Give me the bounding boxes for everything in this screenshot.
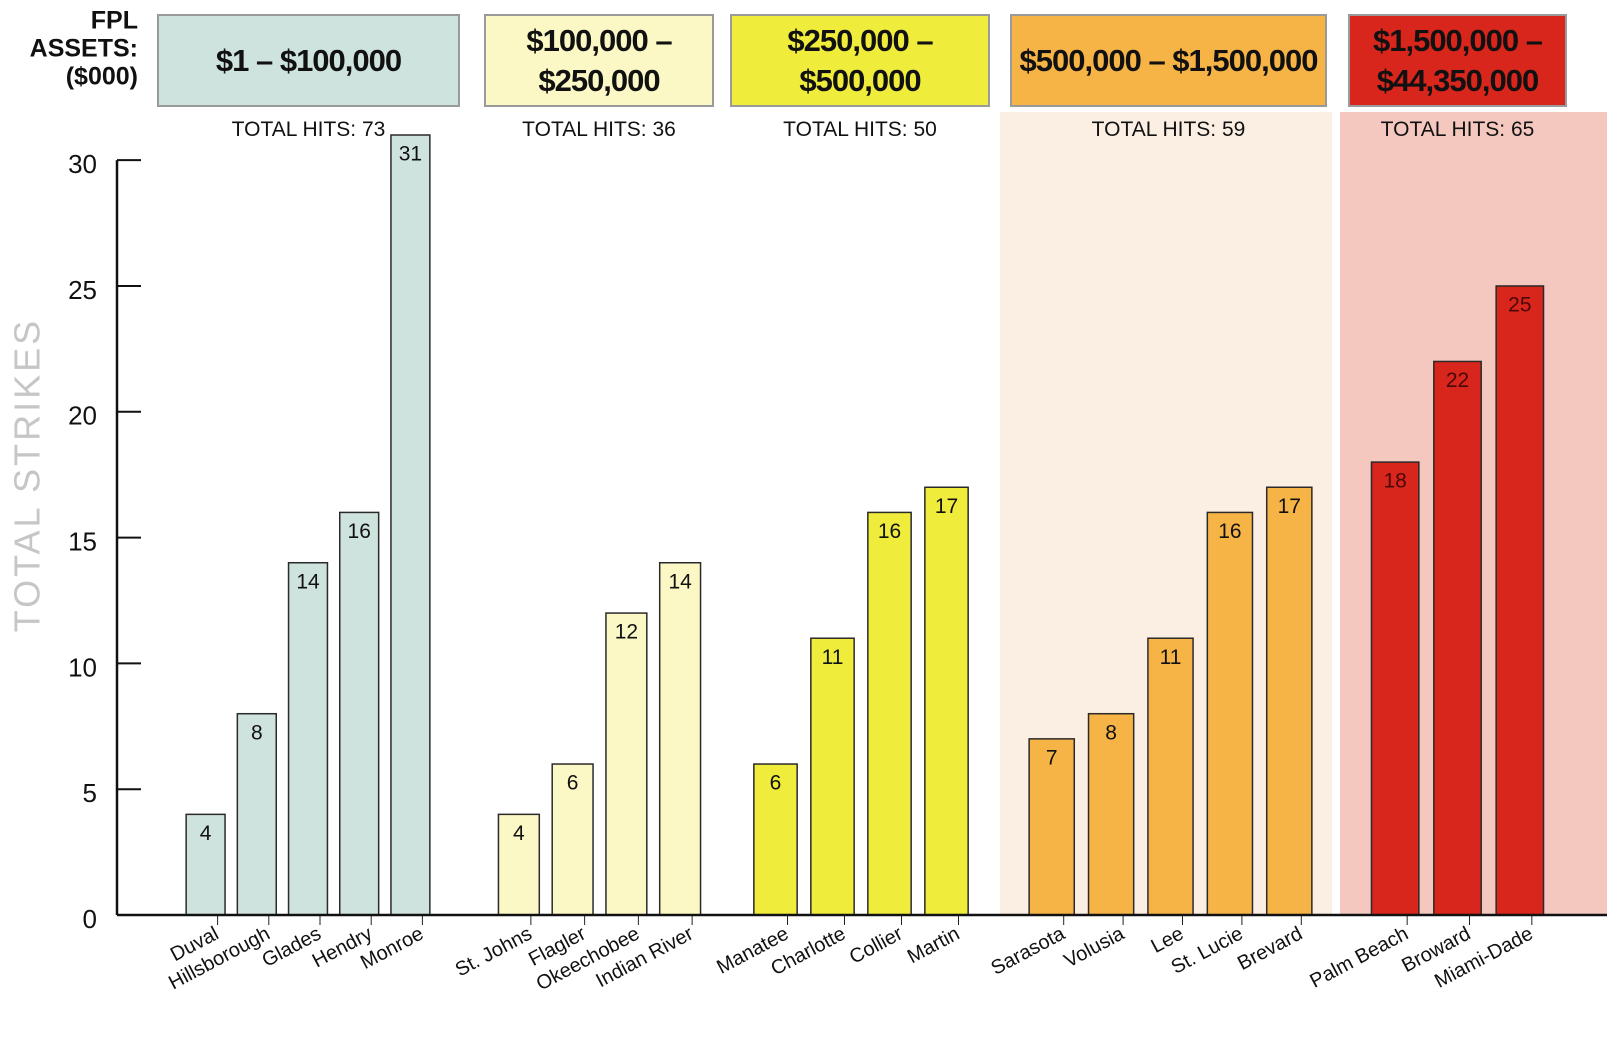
value-label: 18 xyxy=(1383,470,1406,493)
bar xyxy=(1265,486,1313,916)
x-tick-label: Volusia xyxy=(1061,922,1129,972)
bar xyxy=(1147,637,1194,916)
value-label: 6 xyxy=(567,772,579,795)
group-total: TOTAL HITS: 73 xyxy=(157,118,460,142)
y-tick-label: 10 xyxy=(68,652,97,682)
total-label: TOTAL HITS: xyxy=(522,118,647,141)
bar xyxy=(287,561,329,916)
group-header: $1,500,000 – $44,350,000 xyxy=(1348,14,1567,107)
group-total: TOTAL HITS: 59 xyxy=(1010,118,1327,142)
bar xyxy=(658,561,702,916)
y-tick-label: 30 xyxy=(68,149,97,179)
x-tick-label: Brevard xyxy=(1234,923,1306,975)
group-name: $100,000 – $250,000 xyxy=(526,22,672,98)
group-header: $1 – $100,000 xyxy=(157,14,460,107)
value-label: 14 xyxy=(668,570,692,593)
value-label: 11 xyxy=(1160,646,1182,669)
y-tick-label: 25 xyxy=(68,275,97,305)
value-label: 25 xyxy=(1508,294,1531,317)
chart-title: FPL xyxy=(91,7,138,35)
group-name: $250,000 – $500,000 xyxy=(787,22,933,98)
group-header: $250,000 – $500,000 xyxy=(730,14,990,107)
y-tick-label: 20 xyxy=(68,401,97,431)
y-axis-label: TOTAL STRIKES xyxy=(7,318,48,632)
bar xyxy=(810,637,855,916)
x-tick-label: Sarasota xyxy=(988,922,1070,979)
x-tick-label: Martin xyxy=(904,923,963,969)
group-header: $100,000 – $250,000 xyxy=(484,14,714,107)
total-label: TOTAL HITS: xyxy=(231,118,357,141)
bar xyxy=(338,511,380,916)
total-label: TOTAL HITS: xyxy=(1091,118,1217,141)
total-value: 36 xyxy=(652,118,676,141)
bar xyxy=(1206,511,1254,916)
total-label: TOTAL HITS: xyxy=(1380,118,1506,141)
chart-title: ($000) xyxy=(66,63,138,91)
value-label: 8 xyxy=(1105,721,1117,744)
bar xyxy=(753,763,798,916)
value-label: 17 xyxy=(935,495,958,518)
value-label: 4 xyxy=(200,822,212,845)
group-total: TOTAL HITS: 50 xyxy=(730,118,990,142)
bar xyxy=(390,134,431,916)
value-label: 16 xyxy=(348,520,371,543)
total-value: 65 xyxy=(1510,118,1535,141)
value-label: 7 xyxy=(1046,746,1058,769)
group-name: $1,500,000 – $44,350,000 xyxy=(1372,22,1543,98)
x-tick-label: Palm Beach xyxy=(1306,923,1412,993)
y-tick-label: 15 xyxy=(68,526,97,556)
total-value: 50 xyxy=(913,118,937,141)
group-total: TOTAL HITS: 36 xyxy=(484,118,714,142)
bar xyxy=(551,763,594,916)
value-label: 16 xyxy=(1218,520,1241,543)
total-value: 73 xyxy=(361,118,386,141)
x-tick-label: St. Johns xyxy=(452,923,536,982)
value-label: 14 xyxy=(296,570,320,593)
chart-title: ASSETS: xyxy=(30,35,138,63)
bar xyxy=(1433,360,1482,916)
y-tick-label: 0 xyxy=(83,904,97,934)
value-label: 12 xyxy=(615,621,638,644)
value-label: 17 xyxy=(1278,495,1301,518)
value-label: 6 xyxy=(770,772,782,795)
bar xyxy=(1087,712,1135,916)
total-label: TOTAL HITS: xyxy=(783,118,908,141)
value-label: 16 xyxy=(878,520,901,543)
bar xyxy=(1028,738,1076,916)
bar xyxy=(1370,461,1420,916)
value-label: 8 xyxy=(251,721,263,744)
bar xyxy=(1495,285,1545,916)
bar xyxy=(236,712,278,916)
group-header: $500,000 – $1,500,000 xyxy=(1010,14,1327,107)
bar xyxy=(605,612,648,916)
total-value: 59 xyxy=(1221,118,1246,141)
group-name: $500,000 – $1,500,000 xyxy=(1019,42,1319,78)
group-total: TOTAL HITS: 65 xyxy=(1348,118,1567,142)
value-label: 31 xyxy=(399,143,422,166)
bar xyxy=(924,486,969,916)
group-name: $1 – $100,000 xyxy=(215,42,402,78)
value-label: 22 xyxy=(1446,369,1469,392)
value-label: 11 xyxy=(822,646,844,669)
bar xyxy=(867,511,912,916)
y-tick-label: 5 xyxy=(83,778,97,808)
value-label: 4 xyxy=(513,822,525,845)
x-tick-label: Collier xyxy=(846,922,907,968)
